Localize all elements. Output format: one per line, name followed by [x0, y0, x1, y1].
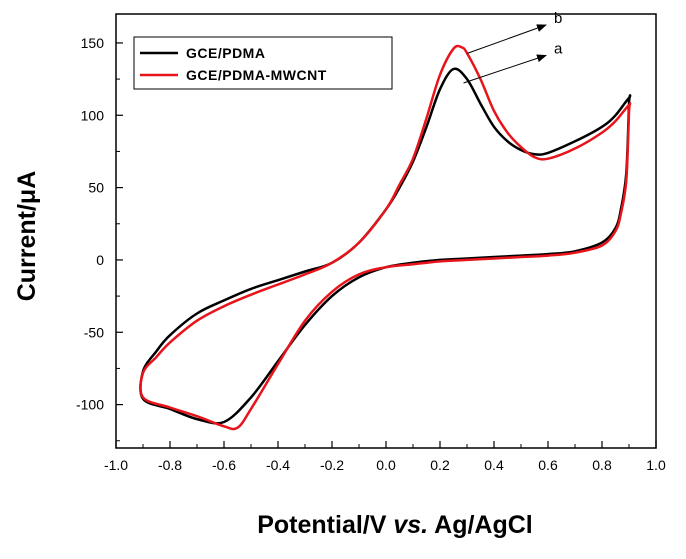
annotation-arrow-b	[467, 24, 547, 54]
legend-label-gce-pdma: GCE/PDMA	[186, 45, 265, 61]
x-tick-label: -0.2	[320, 457, 344, 473]
x-tick-label: 0.6	[538, 457, 558, 473]
x-tick-label: 1.0	[646, 457, 666, 473]
series-line-gce-pdma-mwcnt	[139, 44, 632, 431]
y-tick-label: -50	[84, 324, 104, 340]
legend-box	[133, 36, 393, 90]
annotation-layer: ba	[463, 10, 563, 84]
series-layer	[139, 44, 632, 431]
y-tick-label: 0	[96, 252, 104, 268]
y-axis-ticks: -100 -50 0 50 100 150	[76, 35, 123, 442]
annotation-arrow-a	[463, 54, 547, 84]
x-axis-title: Potential/V vs. Ag/AgCl	[257, 511, 533, 539]
legend-label-gce-pdma-mwcnt: GCE/PDMA-MWCNT	[186, 67, 327, 83]
y-tick-label: 50	[88, 180, 104, 196]
x-tick-label: -0.4	[266, 457, 290, 473]
x-tick-label: -0.8	[158, 457, 182, 473]
legend: GCE/PDMA GCE/PDMA-MWCNT	[133, 36, 393, 90]
x-tick-label: 0.0	[376, 457, 396, 473]
x-tick-label: 0.4	[484, 457, 504, 473]
x-axis-ticks: -1.0 -0.8 -0.6 -0.4 -0.2 0.0 0.2 0.4 0.6 0.8 1.0	[104, 441, 666, 473]
x-tick-label: -0.6	[212, 457, 236, 473]
y-axis-title: Current/μA	[13, 171, 41, 302]
annotation-label-a: a	[554, 40, 563, 57]
x-tick-label: 0.2	[430, 457, 450, 473]
annotation-label-b: b	[554, 10, 562, 27]
x-tick-label: 0.8	[592, 457, 612, 473]
y-tick-label: -100	[76, 397, 104, 413]
y-tick-label: 150	[81, 35, 105, 51]
x-tick-label: -1.0	[104, 457, 128, 473]
y-tick-label: 100	[81, 107, 105, 123]
series-line-gce-pdma	[139, 67, 632, 425]
